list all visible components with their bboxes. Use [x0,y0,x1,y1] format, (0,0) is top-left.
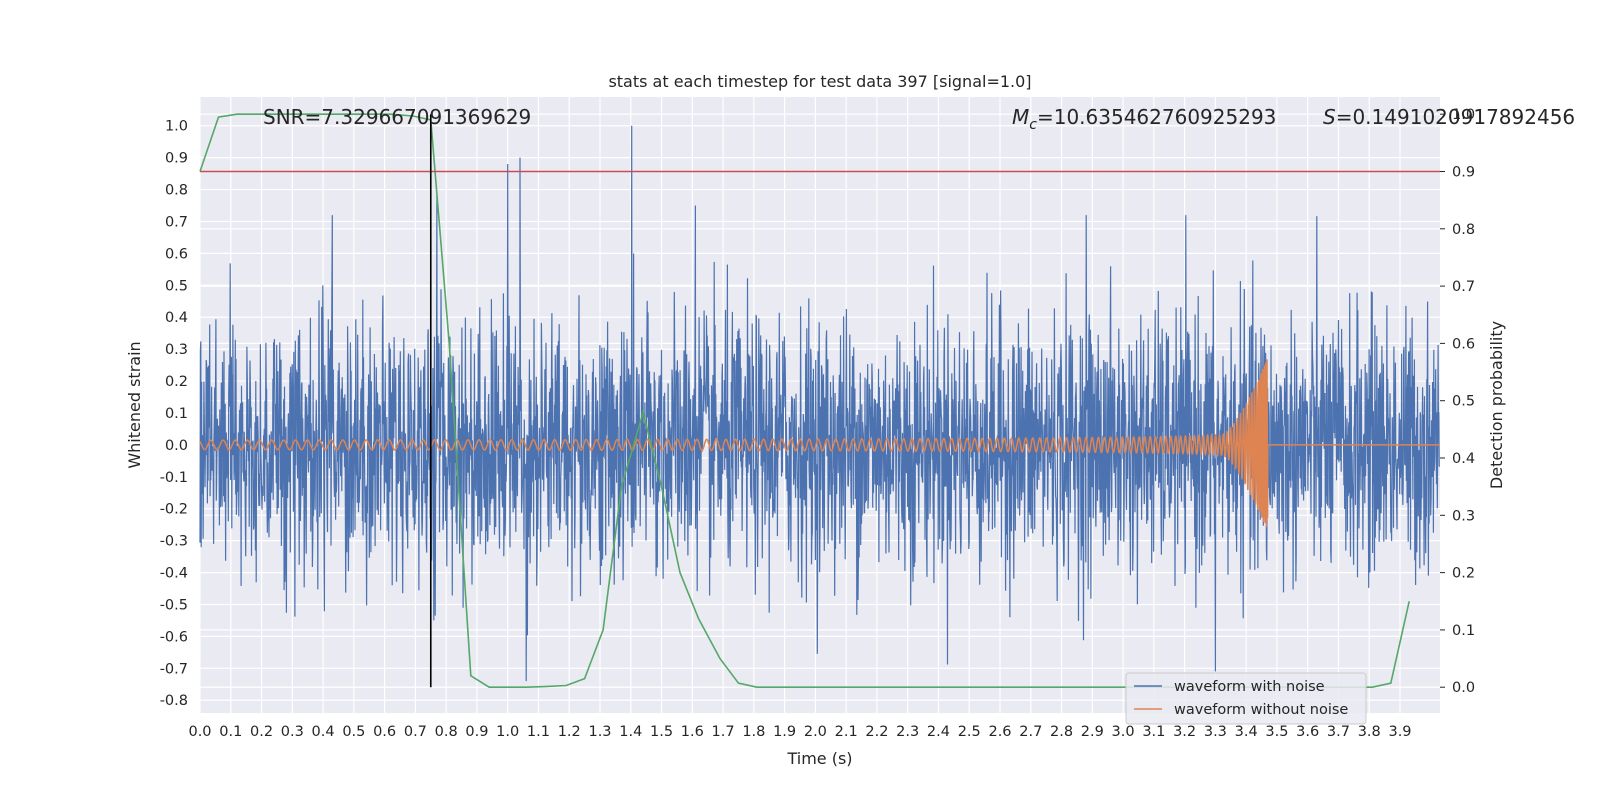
x-tick-label: 1.1 [527,724,550,740]
y-tick-label: -0.2 [160,502,188,518]
x-tick-label: 1.2 [558,724,581,740]
right-y-tick-label: 0.2 [1452,566,1475,582]
right-y-axis-label: Detection probability [1487,321,1506,489]
right-y-tick-label: 0.5 [1452,394,1475,410]
y-tick-label: -0.4 [160,566,188,582]
x-tick-label: 2.7 [1019,724,1042,740]
waveform-without-noise-series [199,359,1440,528]
x-tick-label: 0.4 [312,724,335,740]
x-tick-label: 3.0 [1112,724,1135,740]
x-tick-label: 1.4 [619,724,642,740]
y-tick-label: 0.4 [165,310,188,326]
x-tick-label: 2.5 [958,724,981,740]
y-tick-label: 0.0 [165,438,188,454]
right-y-tick-label: 0.0 [1452,680,1475,696]
right-y-tick-label: 0.7 [1452,279,1475,295]
y-tick-label: 0.2 [165,374,188,390]
s-symbol: S [1323,105,1336,129]
x-tick-label: 1.0 [496,724,519,740]
s-value: =0.1491020917892456 [1336,105,1575,129]
detection-probability-line [199,113,1410,688]
detection-probability-series [199,113,1410,688]
x-tick-label: 1.8 [742,724,765,740]
x-tick-label: 0.3 [281,724,304,740]
x-tick-label: 1.6 [681,724,704,740]
x-tick-label: 0.8 [435,724,458,740]
x-tick-label: 0.7 [404,724,427,740]
mc-symbol: M [1012,105,1029,129]
x-tick-label: 3.2 [1173,724,1196,740]
x-tick-label: 0.6 [373,724,396,740]
y-tick-label: -0.5 [160,597,188,613]
x-tick-label: 2.0 [804,724,827,740]
mc-value: =10.635462760925293 [1037,105,1276,129]
right-y-tick-labels: 1.0 0.9 0.8 0.7 0.6 0.5 0.4 0.3 0.2 0.1 0.0 [1440,107,1475,696]
mc-subscript: c [1029,117,1037,133]
right-y-tick-label: 0.9 [1452,164,1475,180]
x-tick-label: 2.9 [1081,724,1104,740]
chart-title: stats at each timestep for test data 397… [608,72,1031,91]
y-tick-label: -0.6 [160,629,188,645]
y-tick-label: 0.7 [165,214,188,230]
x-axis-label: Time (s) [786,749,852,768]
right-y-tick-label: 0.4 [1452,451,1475,467]
x-tick-label: 0.5 [342,724,365,740]
x-tick-label: 2.2 [865,724,888,740]
legend-box [1125,672,1367,725]
y-tick-label: 0.8 [165,183,188,199]
x-tick-label: 3.9 [1388,724,1411,740]
x-tick-label: 0.1 [219,724,242,740]
snr-annotation: SNR=7.329667091369629 [263,105,531,129]
noisy-waveform-line [199,125,1441,682]
x-tick-label: 0.0 [188,724,211,740]
legend-label-clean: waveform without noise [1174,702,1348,718]
y-axis-label: Whitened strain [125,341,144,468]
clean-waveform-line [199,359,1440,528]
x-tick-labels: 0.0 0.1 0.2 0.3 0.4 0.5 0.6 0.7 0.8 0.9 1.0 1.1 1.2 1… [188,724,1411,740]
x-tick-label: 3.1 [1142,724,1165,740]
x-tick-label: 2.3 [896,724,919,740]
right-y-tick-label: 1.0 [1452,107,1475,123]
x-tick-label: 2.8 [1050,724,1073,740]
y-tick-label: -0.7 [160,661,188,677]
waveform-with-noise-series [199,125,1441,682]
x-tick-label: 2.6 [988,724,1011,740]
x-tick-label: 2.1 [835,724,858,740]
x-tick-label: 3.4 [1235,724,1258,740]
y-tick-label: 1.0 [165,119,188,135]
right-y-tick-label: 0.3 [1452,508,1475,524]
s-annotation: S=0.1491020917892456 [1323,105,1575,129]
x-tick-label: 2.4 [927,724,950,740]
x-tick-label: 3.3 [1204,724,1227,740]
y-tick-label: 0.5 [165,278,188,294]
y-tick-label: 0.9 [165,151,188,167]
x-tick-label: 3.5 [1265,724,1288,740]
x-tick-label: 0.2 [250,724,273,740]
y-tick-label: -0.1 [160,470,188,486]
x-tick-label: 3.8 [1358,724,1381,740]
x-tick-label: 1.3 [588,724,611,740]
x-tick-label: 1.5 [650,724,673,740]
x-tick-label: 0.9 [465,724,488,740]
x-tick-label: 3.6 [1296,724,1319,740]
right-y-tick-label: 0.8 [1452,222,1475,238]
legend: waveform with noise waveform without noi… [1125,672,1367,725]
x-tick-label: 3.7 [1327,724,1350,740]
y-tick-label: 0.3 [165,342,188,358]
y-tick-label: -0.3 [160,534,188,550]
right-y-tick-label: 0.1 [1452,623,1475,639]
y-tick-label: 0.1 [165,406,188,422]
y-tick-label: 0.6 [165,246,188,262]
x-tick-label: 1.7 [712,724,735,740]
legend-label-noisy: waveform with noise [1174,679,1325,695]
y-tick-labels: 1.0 0.9 0.8 0.7 0.6 0.5 0.4 0.3 0.2 0.1 0.0 -0.1 -0.… [160,119,188,710]
x-tick-label: 1.9 [773,724,796,740]
right-y-tick-label: 0.6 [1452,336,1475,352]
y-tick-label: -0.8 [160,693,188,709]
chirp-mass-annotation: Mc=10.635462760925293 [1012,105,1276,133]
